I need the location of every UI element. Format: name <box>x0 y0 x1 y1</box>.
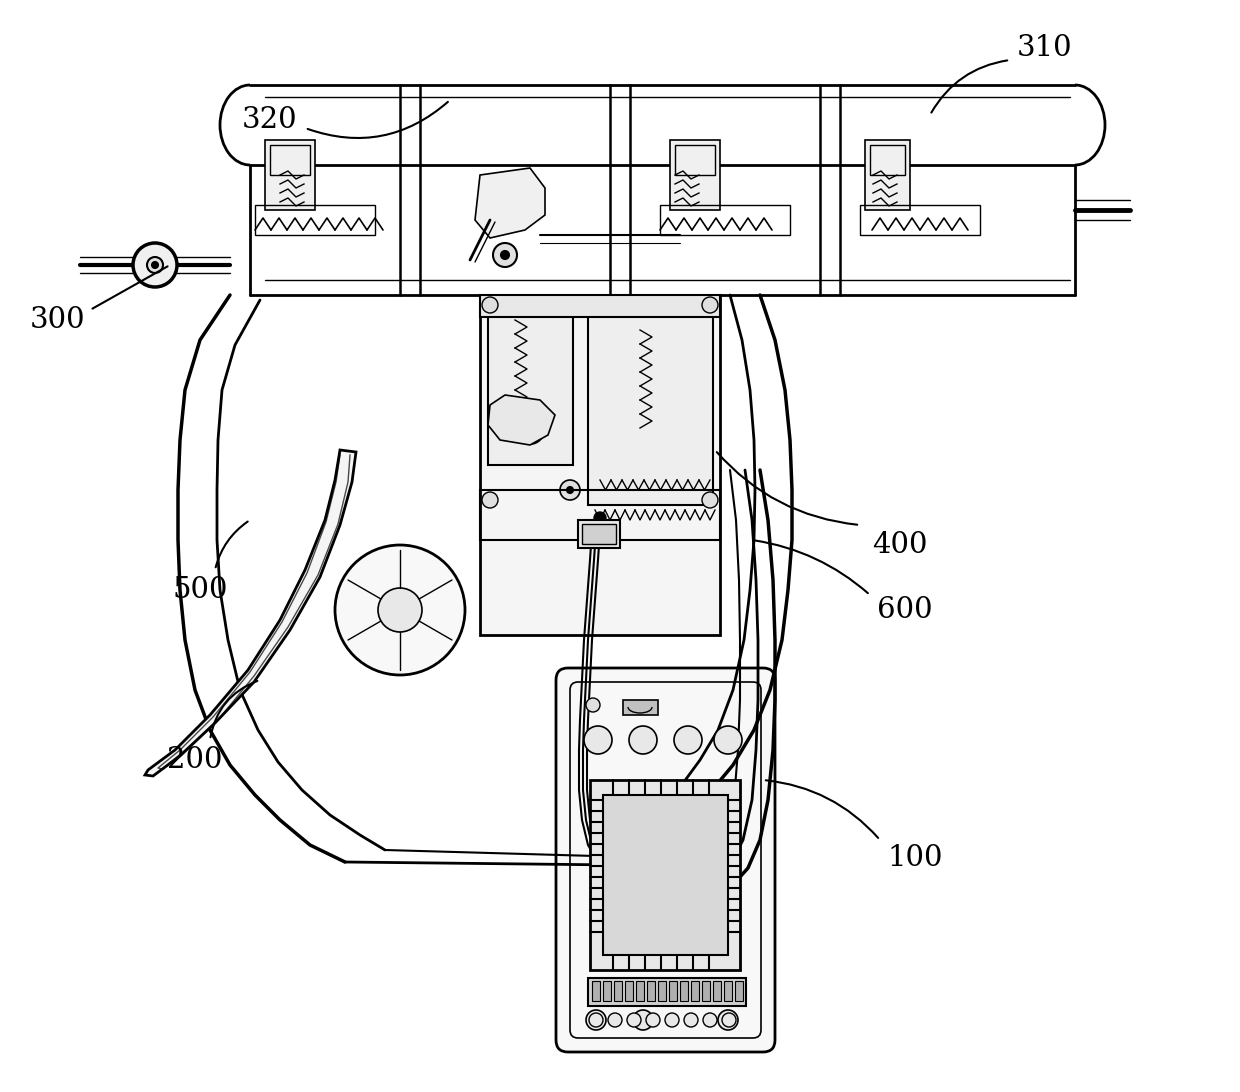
Polygon shape <box>145 450 356 776</box>
Bar <box>658 981 666 1001</box>
Circle shape <box>589 1013 603 1026</box>
Circle shape <box>627 1013 641 1026</box>
Bar <box>603 981 611 1001</box>
Bar <box>636 981 644 1001</box>
Circle shape <box>722 1013 737 1026</box>
Circle shape <box>629 726 657 753</box>
Circle shape <box>516 416 544 444</box>
Bar <box>647 981 655 1001</box>
Circle shape <box>632 1010 653 1030</box>
Circle shape <box>594 512 606 524</box>
Text: 320: 320 <box>242 106 298 134</box>
Circle shape <box>714 726 742 753</box>
Bar <box>588 305 713 505</box>
Circle shape <box>665 1013 680 1026</box>
Bar <box>265 140 315 210</box>
Circle shape <box>560 480 580 500</box>
Bar <box>870 145 905 175</box>
Bar <box>480 295 720 317</box>
Bar <box>614 981 622 1001</box>
Bar <box>660 205 790 235</box>
Bar <box>670 981 677 1001</box>
Bar <box>622 700 658 715</box>
Bar <box>670 140 720 210</box>
Circle shape <box>133 244 177 287</box>
Bar <box>591 981 600 1001</box>
Bar <box>582 524 616 544</box>
Text: 300: 300 <box>30 306 86 334</box>
Circle shape <box>684 1013 698 1026</box>
Bar <box>603 795 728 956</box>
Bar <box>735 981 743 1001</box>
Circle shape <box>702 492 718 508</box>
Bar <box>691 981 699 1001</box>
Circle shape <box>675 726 702 753</box>
Polygon shape <box>475 168 546 238</box>
Circle shape <box>584 726 613 753</box>
Text: 600: 600 <box>877 596 932 624</box>
Bar <box>713 981 720 1001</box>
Circle shape <box>646 1013 660 1026</box>
Bar <box>578 520 620 548</box>
Bar <box>625 981 632 1001</box>
Circle shape <box>702 297 718 313</box>
Bar <box>675 145 715 175</box>
Circle shape <box>608 1013 622 1026</box>
Circle shape <box>587 1010 606 1030</box>
Text: 310: 310 <box>1017 34 1073 62</box>
Circle shape <box>378 587 422 632</box>
Bar <box>702 981 711 1001</box>
Bar <box>270 145 310 175</box>
Bar <box>724 981 732 1001</box>
FancyBboxPatch shape <box>556 668 775 1052</box>
Polygon shape <box>489 395 556 446</box>
Circle shape <box>501 251 508 259</box>
Circle shape <box>153 262 157 268</box>
Text: 100: 100 <box>888 844 942 873</box>
Circle shape <box>525 425 534 435</box>
Bar <box>588 978 746 1006</box>
Bar <box>866 140 910 210</box>
Circle shape <box>567 487 573 492</box>
Bar <box>489 305 573 465</box>
Circle shape <box>718 1010 738 1030</box>
Bar <box>480 490 720 541</box>
Text: 200: 200 <box>167 746 223 774</box>
Circle shape <box>587 698 600 712</box>
Bar <box>590 780 740 970</box>
Circle shape <box>148 257 162 273</box>
Text: 400: 400 <box>872 531 928 559</box>
Circle shape <box>335 545 465 675</box>
Circle shape <box>482 492 498 508</box>
Bar <box>480 295 720 636</box>
Bar <box>861 205 980 235</box>
Text: 500: 500 <box>172 575 228 604</box>
Bar <box>680 981 688 1001</box>
Bar <box>255 205 374 235</box>
Circle shape <box>703 1013 717 1026</box>
Circle shape <box>494 244 517 268</box>
Circle shape <box>482 297 498 313</box>
